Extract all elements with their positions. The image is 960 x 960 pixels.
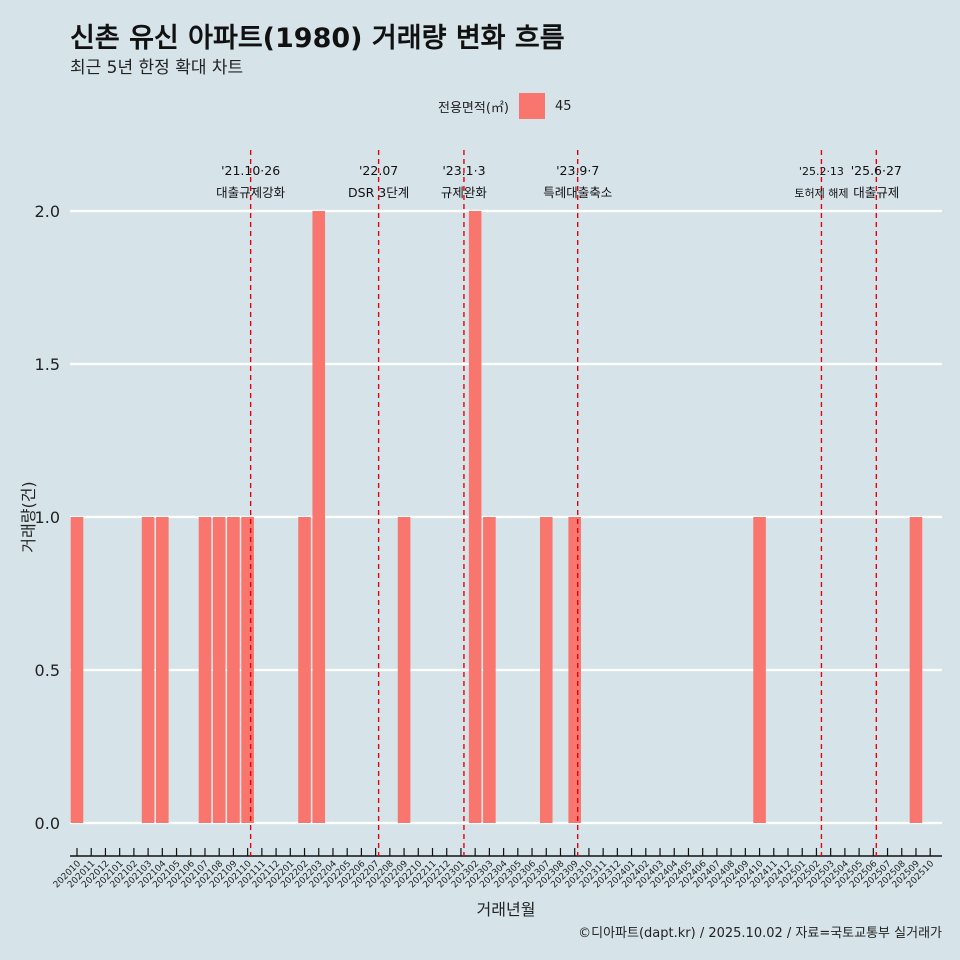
y-tick-label: 1.5 bbox=[35, 355, 60, 374]
chart-subtitle: 최근 5년 한정 확대 차트 bbox=[70, 58, 244, 78]
event-date: '25.6·27 bbox=[851, 163, 902, 178]
chart-title: 신촌 유신 아파트(1980) 거래량 변화 흐름 bbox=[70, 23, 565, 54]
bar bbox=[198, 517, 212, 823]
event-label: DSR 3단계 bbox=[348, 185, 409, 200]
bar bbox=[227, 517, 240, 823]
bar bbox=[753, 517, 766, 823]
bar bbox=[70, 517, 84, 823]
event-date: '22.07 bbox=[359, 163, 398, 178]
legend-title: 전용면적(㎡) bbox=[438, 100, 509, 116]
bar bbox=[241, 517, 254, 823]
y-tick-label: 0.5 bbox=[35, 661, 60, 680]
y-axis-title: 거래량(건) bbox=[19, 481, 38, 552]
bar bbox=[468, 211, 482, 823]
legend-swatch bbox=[518, 93, 545, 119]
event-date: '23.1·3 bbox=[442, 163, 485, 178]
event-date: '21.10·26 bbox=[221, 163, 280, 178]
legend: 전용면적(㎡) 45 bbox=[438, 93, 572, 119]
event-label: 규제완화 bbox=[441, 185, 488, 200]
bar bbox=[568, 517, 581, 823]
y-tick-label: 0.0 bbox=[35, 814, 60, 833]
event-label: 토허제 해제 bbox=[794, 186, 848, 200]
event-label: 대출규제 bbox=[853, 185, 899, 200]
bar bbox=[483, 517, 496, 823]
bar bbox=[539, 517, 553, 823]
legend-label: 45 bbox=[554, 98, 572, 114]
event-label: 특례대출축소 bbox=[543, 185, 612, 200]
bar bbox=[312, 211, 326, 823]
event-label: 대출규제강화 bbox=[216, 185, 286, 200]
caption: ©디아파트(dapt.kr) / 2025.10.02 / 자료=국토교통부 실… bbox=[578, 926, 942, 941]
bar bbox=[298, 517, 311, 823]
y-tick-label: 1.0 bbox=[35, 508, 60, 527]
bar bbox=[156, 517, 169, 823]
x-axis-title: 거래년월 bbox=[477, 900, 536, 919]
bar bbox=[397, 517, 411, 823]
bar bbox=[212, 517, 226, 823]
event-date: '23.9·7 bbox=[556, 163, 599, 178]
event-date: '25.2·13 bbox=[799, 165, 844, 178]
y-tick-label: 2.0 bbox=[35, 202, 60, 221]
bar bbox=[909, 517, 923, 823]
bar bbox=[141, 517, 155, 823]
